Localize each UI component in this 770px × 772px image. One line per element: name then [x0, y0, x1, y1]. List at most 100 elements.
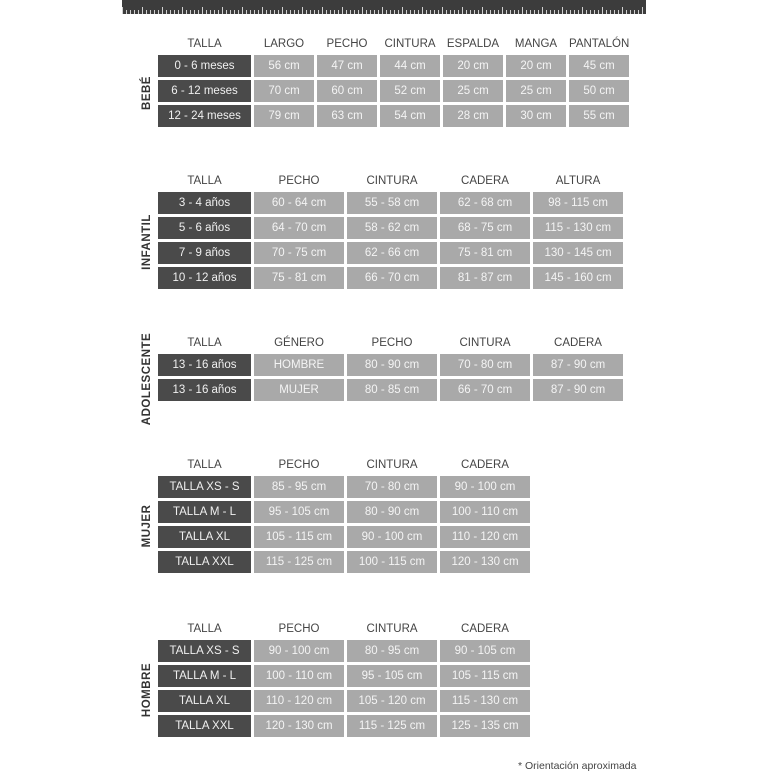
size-label-cell: 3 - 4 años	[158, 192, 251, 214]
size-label-cell: TALLA XL	[158, 526, 251, 548]
size-grid: TALLA GÉNERO PECHO CINTURA CADERA 13 - 16 año…	[158, 335, 623, 401]
column-header: CINTURA	[366, 623, 418, 635]
measure-cell: 56 cm	[254, 55, 314, 77]
measure-cell: 62 - 68 cm	[440, 192, 530, 214]
section-label: INFANTIL	[141, 214, 153, 270]
measure-cell: 120 - 130 cm	[440, 551, 530, 573]
measure-cell: 60 - 64 cm	[254, 192, 344, 214]
column-header: MANGA	[514, 38, 558, 50]
column-header: CADERA	[554, 337, 602, 349]
size-label-cell: 6 - 12 meses	[158, 80, 251, 102]
measure-cell: 62 - 66 cm	[347, 242, 437, 264]
measure-cell: 20 cm	[443, 55, 503, 77]
measure-cell: 90 - 100 cm	[440, 476, 530, 498]
measure-cell: 80 - 95 cm	[347, 640, 437, 662]
measure-cell: 98 - 115 cm	[533, 192, 623, 214]
measure-cell: 100 - 110 cm	[440, 501, 530, 523]
measure-cell: 64 - 70 cm	[254, 217, 344, 239]
measure-cell: 110 - 120 cm	[440, 526, 530, 548]
size-label-cell: 12 - 24 meses	[158, 105, 251, 127]
measure-cell: 130 - 145 cm	[533, 242, 623, 264]
measure-cell: 105 - 115 cm	[440, 665, 530, 687]
measure-cell: 44 cm	[380, 55, 440, 77]
measure-cell: 68 - 75 cm	[440, 217, 530, 239]
size-label-cell: 7 - 9 años	[158, 242, 251, 264]
measure-cell: 20 cm	[506, 55, 566, 77]
measure-cell: 25 cm	[443, 80, 503, 102]
column-header: ALTURA	[555, 175, 601, 187]
column-header: TALLA	[187, 337, 222, 349]
measure-cell: 45 cm	[569, 55, 629, 77]
measure-cell: 90 - 100 cm	[254, 640, 344, 662]
size-label-cell: 10 - 12 años	[158, 267, 251, 289]
size-grid: TALLA PECHO CINTURA CADERA TALLA XS - S 85 - …	[158, 457, 530, 573]
size-table-3: TALLA PECHO CINTURA CADERA TALLA XS - S 85 - …	[158, 457, 530, 573]
measure-cell: 100 - 110 cm	[254, 665, 344, 687]
column-header: PECHO	[278, 623, 320, 635]
column-header: CINTURA	[384, 38, 436, 50]
measure-cell: 79 cm	[254, 105, 314, 127]
measure-cell: 63 cm	[317, 105, 377, 127]
size-grid: TALLA PECHO CINTURA CADERA TALLA XS - S 90 - …	[158, 621, 530, 737]
size-label-cell: TALLA XXL	[158, 715, 251, 737]
measure-cell: 90 - 105 cm	[440, 640, 530, 662]
measure-cell: 66 - 70 cm	[347, 267, 437, 289]
measure-cell: 58 - 62 cm	[347, 217, 437, 239]
column-header: LARGO	[263, 38, 305, 50]
measure-cell: 55 - 58 cm	[347, 192, 437, 214]
measure-cell: 145 - 160 cm	[533, 267, 623, 289]
column-header: CINTURA	[366, 175, 418, 187]
column-header: ESPALDA	[446, 38, 500, 50]
section-label: ADOLESCENTE	[141, 332, 153, 426]
measure-cell: 60 cm	[317, 80, 377, 102]
measure-cell: 70 - 80 cm	[347, 476, 437, 498]
size-table-2: TALLA GÉNERO PECHO CINTURA CADERA 13 - 16 año…	[158, 335, 623, 401]
measure-cell: 30 cm	[506, 105, 566, 127]
measure-cell: 54 cm	[380, 105, 440, 127]
measure-cell: 52 cm	[380, 80, 440, 102]
column-header: TALLA	[187, 623, 222, 635]
size-label-cell: TALLA XXL	[158, 551, 251, 573]
section-label: HOMBRE	[141, 662, 153, 718]
measure-cell: 50 cm	[569, 80, 629, 102]
measure-cell: 47 cm	[317, 55, 377, 77]
column-header: TALLA	[187, 38, 222, 50]
footnote: * Orientación aproximada	[518, 760, 637, 772]
column-header: CINTURA	[366, 459, 418, 471]
measure-cell: 105 - 120 cm	[347, 690, 437, 712]
measure-cell: MUJER	[254, 379, 344, 401]
measure-cell: 115 - 125 cm	[254, 551, 344, 573]
size-label-cell: TALLA XS - S	[158, 640, 251, 662]
measure-cell: 25 cm	[506, 80, 566, 102]
measure-cell: 75 - 81 cm	[254, 267, 344, 289]
measure-cell: 125 - 135 cm	[440, 715, 530, 737]
column-header: PECHO	[371, 337, 413, 349]
measure-cell: 95 - 105 cm	[347, 665, 437, 687]
column-header: PECHO	[278, 459, 320, 471]
column-header: CADERA	[461, 459, 509, 471]
measure-cell: 115 - 130 cm	[440, 690, 530, 712]
measure-cell: 85 - 95 cm	[254, 476, 344, 498]
measure-cell: 95 - 105 cm	[254, 501, 344, 523]
column-header: PANTALÓN	[569, 38, 630, 50]
measure-cell: 66 - 70 cm	[440, 379, 530, 401]
column-header: TALLA	[187, 459, 222, 471]
column-header: PECHO	[326, 38, 368, 50]
measure-cell: 80 - 90 cm	[347, 354, 437, 376]
measure-cell: 87 - 90 cm	[533, 354, 623, 376]
size-table-0: TALLA LARGO PECHO CINTURA ESPALDA MANGA PANTAL…	[158, 36, 629, 127]
section-label: MUJER	[141, 504, 153, 548]
measure-cell: 87 - 90 cm	[533, 379, 623, 401]
measure-cell: 100 - 115 cm	[347, 551, 437, 573]
size-label-cell: 5 - 6 años	[158, 217, 251, 239]
measure-cell: 105 - 115 cm	[254, 526, 344, 548]
column-header: TALLA	[187, 175, 222, 187]
column-header: PECHO	[278, 175, 320, 187]
size-label-cell: TALLA XL	[158, 690, 251, 712]
measure-cell: 70 cm	[254, 80, 314, 102]
size-table-1: TALLA PECHO CINTURA CADERA ALTURA 3 - 4 años 6…	[158, 173, 623, 289]
size-grid: TALLA LARGO PECHO CINTURA ESPALDA MANGA PANTAL…	[158, 36, 629, 127]
column-header: CINTURA	[459, 337, 511, 349]
measure-cell: 28 cm	[443, 105, 503, 127]
measure-cell: 115 - 130 cm	[533, 217, 623, 239]
